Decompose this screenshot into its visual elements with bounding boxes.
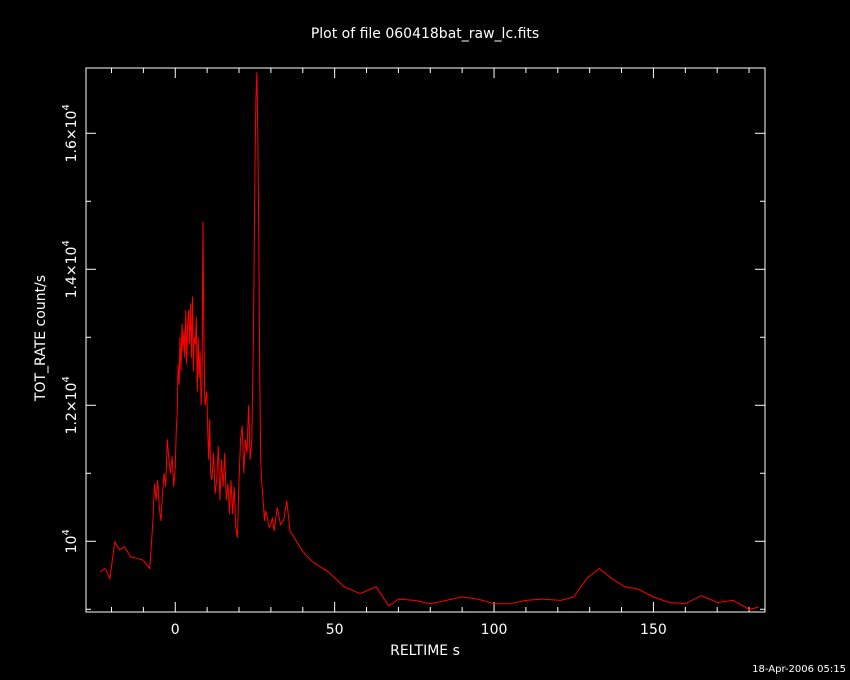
- y-tick-label: 1.6×104: [61, 104, 80, 162]
- chart-title: Plot of file 060418bat_raw_lc.fits: [311, 26, 539, 42]
- x-tick-label: 50: [326, 622, 344, 638]
- timestamp-label: 18-Apr-2006 05:15: [752, 664, 846, 675]
- series-line: [100, 72, 759, 610]
- axis-ticks: [86, 68, 765, 612]
- y-axis-label: TOT_RATE count/s: [33, 275, 49, 402]
- x-tick-label: 150: [640, 622, 667, 638]
- x-tick-label: 0: [171, 622, 180, 638]
- x-tick-label: 100: [481, 622, 508, 638]
- series-group: [100, 72, 759, 610]
- plot-frame: [85, 67, 766, 613]
- x-axis-label: RELTIME s: [390, 643, 460, 659]
- axis-tick-labels: 0 50 100 150 104 1.2×104 1.4×104 1.6×104: [61, 104, 667, 638]
- y-tick-label: 104: [61, 529, 80, 553]
- y-tick-label: 1.4×104: [61, 240, 80, 298]
- y-tick-label: 1.2×104: [61, 376, 80, 434]
